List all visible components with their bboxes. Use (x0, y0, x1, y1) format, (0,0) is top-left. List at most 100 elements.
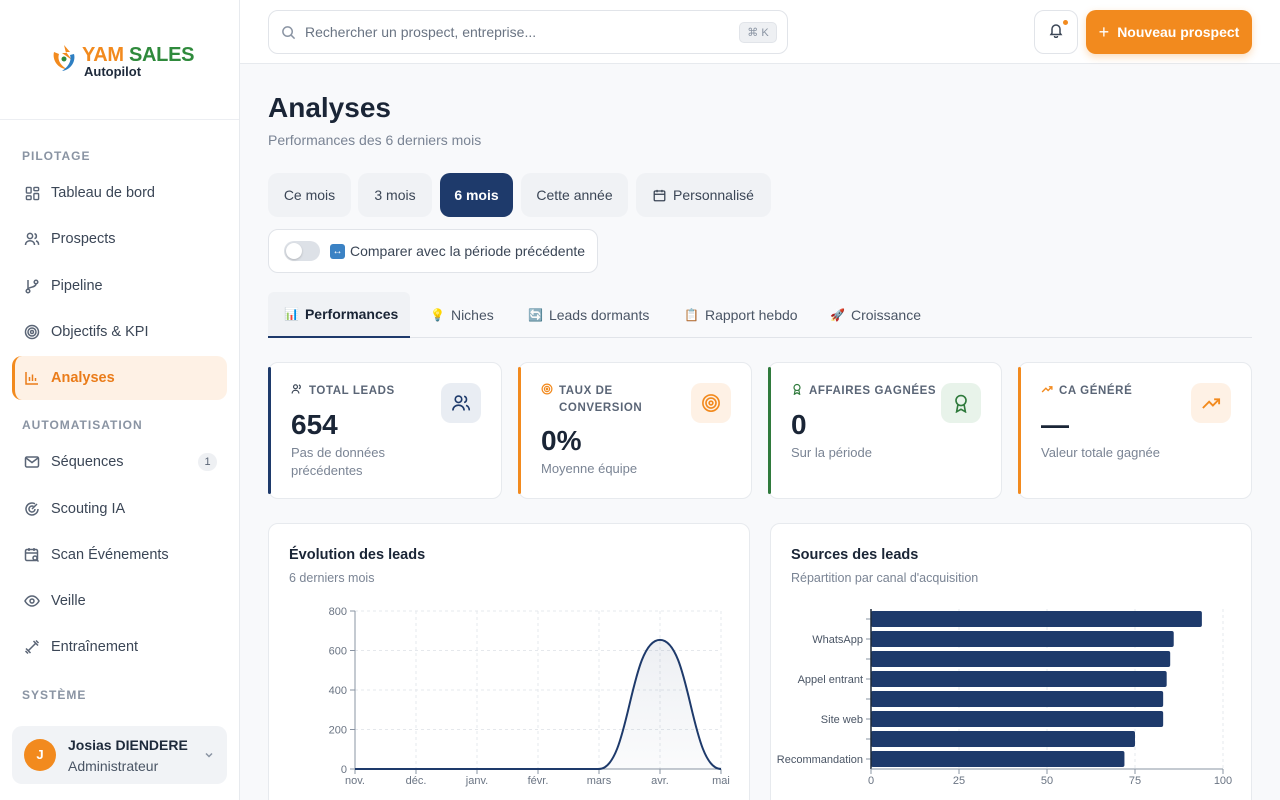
period-personnalise[interactable]: Personnalisé (636, 173, 771, 217)
bell-icon (1048, 22, 1064, 43)
users-icon (441, 383, 481, 423)
sequences-count-badge: 1 (198, 453, 217, 471)
target-icon (691, 383, 731, 423)
kpi-card-ca-genere: CA GÉNÉRÉ — Valeur totale gagnée (1018, 362, 1252, 499)
trending-up-icon (1191, 383, 1231, 423)
sidebar-item-label: Objectifs & KPI (51, 324, 149, 340)
x-tick-label: 50 (1041, 775, 1053, 787)
award-icon (941, 383, 981, 423)
period-label: 3 mois (374, 187, 416, 203)
sidebar: YAM SALES Autopilot PILOTAGE Tableau de … (0, 0, 240, 800)
brand-logo[interactable]: YAM SALES Autopilot (0, 0, 239, 120)
nav-section-automatisation: AUTOMATISATION (22, 418, 143, 432)
x-tick-label: nov. (345, 775, 365, 787)
period-ce-mois[interactable]: Ce mois (268, 173, 351, 217)
x-tick-label: 75 (1129, 775, 1141, 787)
kpi-subtext: Sur la période (791, 445, 872, 460)
tab-niches[interactable]: 💡 Niches (414, 292, 510, 338)
kpi-accent-bar (268, 367, 271, 494)
bar (871, 671, 1167, 687)
plus-icon: + (1098, 21, 1110, 42)
y-tick-label: WhatsApp (812, 634, 863, 646)
tab-rapport-hebdo[interactable]: 📋 Rapport hebdo (668, 292, 814, 338)
search-box[interactable]: ⌘ K (268, 10, 788, 54)
x-tick-label: avr. (651, 775, 669, 787)
evolution-leads-chart: 0 200 400 600 800 nov. déc. janv. févr. mars avr. m… (329, 606, 730, 787)
period-label: Cette année (536, 187, 613, 203)
sidebar-item-prospects[interactable]: Prospects (12, 217, 227, 261)
bar (871, 631, 1174, 647)
sidebar-item-label: Analyses (51, 370, 115, 386)
logo-icon (53, 45, 75, 71)
kpi-card-affaires-gagnees: AFFAIRES GAGNÉES 0 Sur la période (768, 362, 1002, 499)
kpi-subtext: Pas de données précédentes (291, 445, 385, 478)
sidebar-item-sequences[interactable]: Séquences 1 (12, 440, 227, 484)
sidebar-item-objectifs[interactable]: Objectifs & KPI (12, 310, 227, 354)
chart-subtitle: 6 derniers mois (289, 571, 375, 585)
avatar: J (24, 739, 56, 771)
kpi-accent-bar (518, 367, 521, 494)
sidebar-item-label: Prospects (51, 231, 116, 247)
target-icon (541, 383, 553, 417)
search-input[interactable] (305, 11, 725, 53)
notifications-button[interactable] (1034, 10, 1078, 54)
new-prospect-button[interactable]: + Nouveau prospect (1086, 10, 1252, 54)
award-icon (791, 383, 803, 401)
chevron-down-icon (203, 748, 215, 766)
brand-subtitle: Autopilot (84, 64, 142, 79)
compare-label: Comparer avec la période précédente (350, 243, 586, 259)
user-menu[interactable]: J Josias DIENDERE Administrateur (12, 726, 227, 784)
sidebar-item-veille[interactable]: Veille (12, 579, 227, 623)
x-tick-label: 25 (953, 775, 965, 787)
tab-performances[interactable]: 📊 Performances (268, 292, 410, 338)
tab-label: Rapport hebdo (704, 307, 798, 323)
sources-leads-chart: 0 25 50 75 100 WhatsApp Appel entrant Site web R… (777, 609, 1232, 787)
kpi-label: CA GÉNÉRÉ (1041, 383, 1181, 401)
period-cette-annee[interactable]: Cette année (521, 173, 628, 217)
nav-section-pilotage: PILOTAGE (22, 149, 91, 163)
sidebar-item-scan-evenements[interactable]: Scan Événements (12, 533, 227, 577)
search-shortcut-hint: ⌘ K (739, 22, 777, 43)
nav-section-systeme: SYSTÈME (22, 688, 87, 702)
sidebar-item-analyses[interactable]: Analyses (12, 356, 227, 400)
sidebar-item-label: Tableau de bord (51, 185, 155, 201)
calendar-icon (653, 189, 666, 202)
bar-chart-emoji-icon: 📊 (284, 307, 299, 321)
rocket-icon: 🚀 (830, 308, 845, 322)
analytics-tabs: 📊 Performances 💡 Niches 🔄 Leads dormants 📋 R… (268, 292, 1252, 338)
calendar-search-icon (24, 547, 40, 563)
tab-label: Performances (304, 306, 399, 322)
x-tick-label: 0 (868, 775, 874, 787)
bar (871, 651, 1171, 667)
bar (871, 731, 1135, 747)
chart-card-evolution-leads: Évolution des leads 6 derniers mois 0 200… (268, 523, 750, 800)
new-prospect-label: Nouveau prospect (1117, 24, 1240, 40)
compare-toggle-row[interactable]: ↔ Comparer avec la période précédente (268, 229, 598, 273)
period-label: Personnalisé (673, 187, 754, 203)
x-tick-label: janv. (465, 775, 488, 787)
kpi-value: 654 (291, 409, 338, 440)
period-6-mois[interactable]: 6 mois (440, 173, 513, 217)
eye-icon (24, 593, 40, 609)
bar-chart-icon (24, 370, 40, 386)
brand-name: YAM SALES (82, 44, 195, 66)
y-tick-label: 400 (329, 685, 347, 697)
period-3-mois[interactable]: 3 mois (358, 173, 432, 217)
chart-title: Sources des leads (791, 547, 919, 563)
mail-icon (24, 454, 40, 470)
kpi-card-taux-conversion: TAUX DE CONVERSION 0% Moyenne équipe (518, 362, 752, 499)
user-role: Administrateur (68, 758, 159, 774)
sidebar-item-pipeline[interactable]: Pipeline (12, 264, 227, 308)
sidebar-item-entrainement[interactable]: Entraînement (12, 625, 227, 669)
tab-croissance[interactable]: 🚀 Croissance (814, 292, 937, 338)
trending-up-icon (1041, 383, 1053, 401)
sidebar-item-scouting[interactable]: Scouting IA (12, 487, 227, 531)
sidebar-item-dashboard[interactable]: Tableau de bord (12, 171, 227, 215)
compare-toggle[interactable] (284, 241, 320, 261)
y-tick-label: Site web (821, 714, 863, 726)
x-tick-label: déc. (406, 775, 427, 787)
tab-leads-dormants[interactable]: 🔄 Leads dormants (512, 292, 665, 338)
period-label: Ce mois (283, 187, 336, 203)
y-tick-label: Recommandation (777, 754, 863, 766)
kpi-accent-bar (1018, 367, 1021, 494)
